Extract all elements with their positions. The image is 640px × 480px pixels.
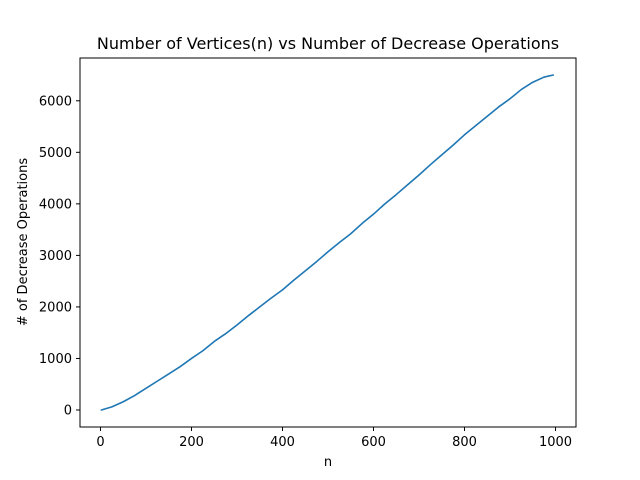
x-tick-label: 0 bbox=[96, 435, 104, 450]
y-axis-ticks: 0 1000 2000 3000 4000 5000 6000 bbox=[39, 94, 80, 418]
series-layer bbox=[100, 74, 555, 411]
x-tick-label: 200 bbox=[179, 435, 204, 450]
series-line bbox=[100, 74, 555, 411]
x-tick-label: 1000 bbox=[539, 435, 572, 450]
x-tick-label: 400 bbox=[270, 435, 295, 450]
x-axis-label: n bbox=[324, 455, 332, 470]
y-tick-label: 1000 bbox=[39, 352, 72, 367]
y-tick-label: 6000 bbox=[39, 94, 72, 109]
x-axis-ticks: 0 200 400 600 800 1000 bbox=[96, 427, 572, 450]
y-tick-label: 5000 bbox=[39, 146, 72, 161]
x-tick-label: 600 bbox=[361, 435, 386, 450]
chart-title: Number of Vertices(n) vs Number of Decre… bbox=[97, 34, 559, 53]
plot-frame bbox=[79, 57, 577, 428]
y-tick-label: 3000 bbox=[39, 249, 72, 264]
y-tick-label: 4000 bbox=[39, 197, 72, 212]
y-tick-label: 2000 bbox=[39, 300, 72, 315]
y-axis-label: # of Decrease Operations bbox=[16, 158, 31, 326]
x-tick-label: 800 bbox=[452, 435, 477, 450]
y-tick-label: 0 bbox=[64, 403, 72, 418]
